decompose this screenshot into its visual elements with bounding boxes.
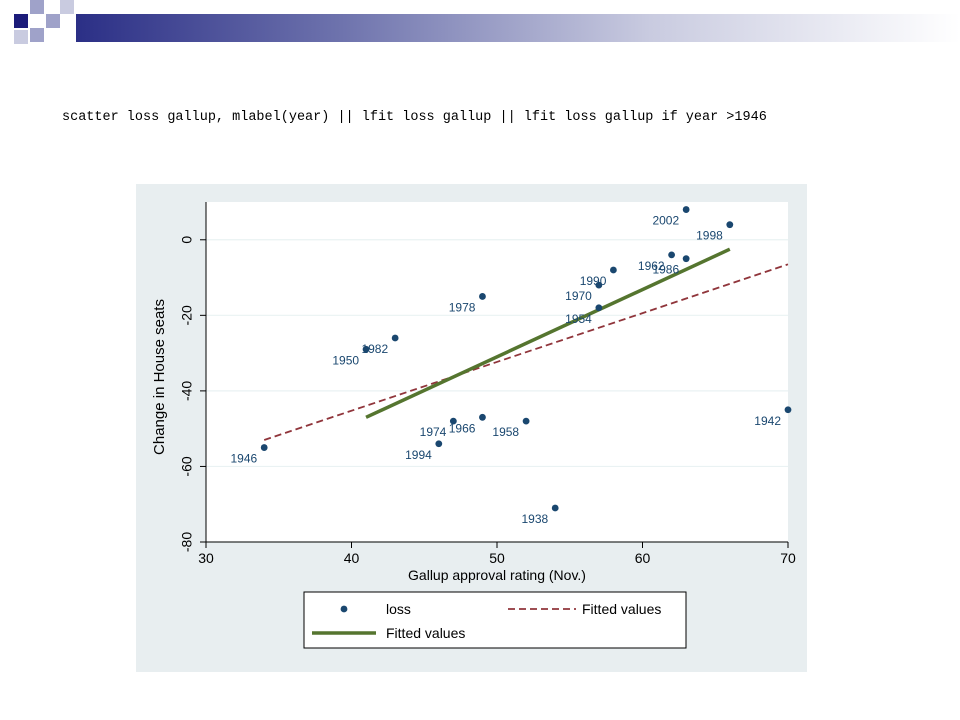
legend-label-solid: Fitted values xyxy=(386,625,465,641)
data-point xyxy=(610,266,617,274)
point-label: 1998 xyxy=(696,229,723,243)
data-point xyxy=(551,504,559,512)
plot-area xyxy=(206,202,788,542)
stata-command-text: scatter loss gallup, mlabel(year) || lfi… xyxy=(62,110,767,125)
data-point xyxy=(479,413,486,421)
point-label: 1958 xyxy=(492,425,519,439)
legend-label-dashed: Fitted values xyxy=(582,601,661,617)
legend-label-loss: loss xyxy=(386,601,411,617)
x-tick-label: 50 xyxy=(489,550,505,566)
data-point xyxy=(682,255,690,263)
point-label: 1974 xyxy=(420,425,447,439)
y-tick-label: -60 xyxy=(179,456,195,476)
x-tick-label: 70 xyxy=(780,550,796,566)
data-point xyxy=(479,293,486,300)
data-point xyxy=(362,345,370,353)
data-point xyxy=(435,440,443,448)
point-label: 1938 xyxy=(521,512,548,526)
y-axis-title: Change in House seats xyxy=(151,299,168,455)
x-tick-label: 30 xyxy=(198,550,214,566)
data-point xyxy=(522,417,530,425)
point-label: 1990 xyxy=(580,274,607,288)
fitted-line-after-1946 xyxy=(365,247,731,419)
point-label: 1970 xyxy=(565,289,592,303)
point-label: 1994 xyxy=(405,448,432,462)
point-label: 2002 xyxy=(652,214,679,228)
legend-marker-loss xyxy=(340,605,348,613)
data-point xyxy=(391,334,399,342)
point-label: 1954 xyxy=(565,312,592,326)
point-label: 1966 xyxy=(449,421,476,435)
slide-decoration-square-2 xyxy=(30,0,44,14)
data-point xyxy=(668,251,675,259)
x-axis-title: Gallup approval rating (Nov.) xyxy=(408,567,586,583)
point-label: 1950 xyxy=(332,353,359,367)
slide-header-gradient-bar xyxy=(76,14,960,42)
x-tick-label: 60 xyxy=(635,550,651,566)
data-point xyxy=(595,281,603,289)
point-label: 1946 xyxy=(230,452,257,466)
data-point xyxy=(449,417,457,425)
slide-decoration-square-1 xyxy=(14,14,28,28)
y-tick-label: -40 xyxy=(179,381,195,401)
scatter-chart: -80 -60 -40 -20 0 30 40 50 60 70 Gallup approval r… xyxy=(136,184,807,672)
point-label: 1942 xyxy=(754,414,781,428)
data-point xyxy=(726,221,734,229)
data-point xyxy=(595,304,603,312)
point-label: 1982 xyxy=(361,342,388,356)
y-tick-label: -80 xyxy=(179,532,195,552)
slide-decoration-square-5 xyxy=(60,0,74,14)
point-label: 1962 xyxy=(638,259,665,273)
point-label: 1978 xyxy=(449,300,476,314)
data-point xyxy=(682,206,690,213)
point-label: 1986 xyxy=(652,263,679,277)
chart-panel: -80 -60 -40 -20 0 30 40 50 60 70 Gallup approval r… xyxy=(136,184,807,672)
fitted-line-all-years xyxy=(263,263,789,441)
y-tick-label: -20 xyxy=(179,305,195,325)
slide-decoration-square-4 xyxy=(30,28,44,42)
data-point xyxy=(260,444,268,451)
x-tick-label: 40 xyxy=(344,550,360,566)
data-point xyxy=(784,406,792,414)
legend-box xyxy=(303,591,687,649)
y-tick-label: 0 xyxy=(179,236,195,244)
slide-decoration-square-6 xyxy=(14,30,28,44)
slide-decoration-square-3 xyxy=(46,14,60,28)
